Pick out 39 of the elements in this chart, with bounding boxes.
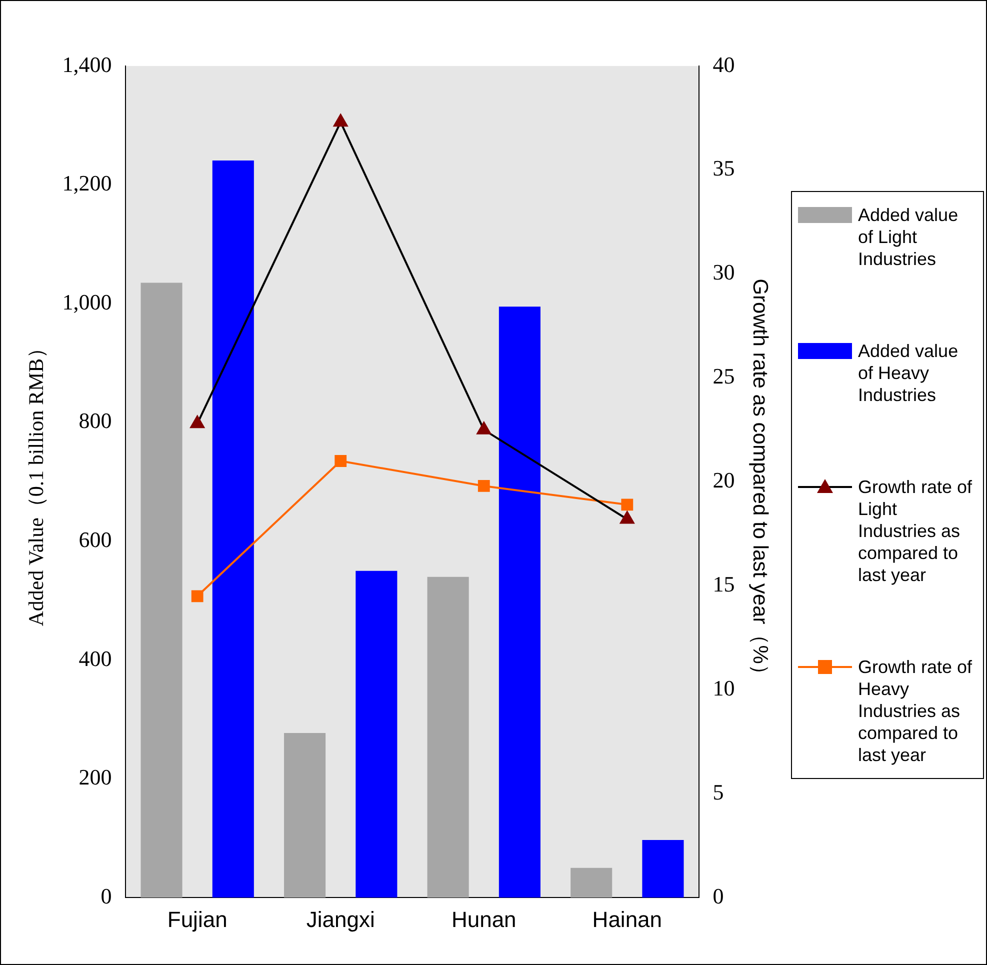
point <box>191 590 204 602</box>
y2-tick-label: 40 <box>712 52 735 77</box>
y-tick-label: 1,400 <box>62 52 112 77</box>
y-tick-label: 200 <box>78 764 112 790</box>
y-tick-label: 0 <box>100 883 112 908</box>
y-tick-label: 1,000 <box>62 289 112 314</box>
x-tick-label: Jiangxi <box>306 906 375 932</box>
bar <box>140 282 182 898</box>
y2-tick-label: 0 <box>712 883 724 908</box>
y2-tick-label: 30 <box>712 260 735 285</box>
x-tick-label: Hunan <box>451 906 516 932</box>
x-tick-label: Hainan <box>592 906 662 932</box>
point <box>478 480 490 492</box>
legend-label: Added value of Heavy Industries <box>858 340 960 406</box>
x-tick-label: Fujian <box>167 906 228 932</box>
y2-tick-label: 25 <box>712 364 735 389</box>
bar <box>642 840 684 898</box>
y2-tick-label: 20 <box>712 468 735 493</box>
point <box>621 498 634 511</box>
legend-label: Growth rate of Light Industries as compared to last year <box>858 476 974 586</box>
y-axis-title: Added Value（0.1 billion RMB） <box>24 337 48 626</box>
bar <box>498 306 540 898</box>
y-tick-label: 400 <box>78 646 112 671</box>
y2-tick-label: 35 <box>712 156 735 181</box>
y2-axis-title: Growth rate as compared to last year（%） <box>748 278 772 685</box>
y-tick-label: 600 <box>78 526 112 552</box>
y2-tick-label: 15 <box>712 572 735 597</box>
legend-label: Added value of Light Industries <box>858 204 960 270</box>
bar <box>427 576 469 898</box>
y-tick-label: 1,200 <box>62 170 112 196</box>
y-tick-label: 800 <box>78 408 112 434</box>
y2-tick-label: 5 <box>712 779 724 804</box>
legend-label: Growth rate of Heavy Industries as compared to last year <box>858 656 974 766</box>
y2-tick-label: 10 <box>712 675 735 700</box>
bar <box>284 733 326 898</box>
bar <box>570 868 612 898</box>
bar <box>356 570 398 898</box>
point <box>334 455 347 467</box>
bar <box>212 160 254 898</box>
